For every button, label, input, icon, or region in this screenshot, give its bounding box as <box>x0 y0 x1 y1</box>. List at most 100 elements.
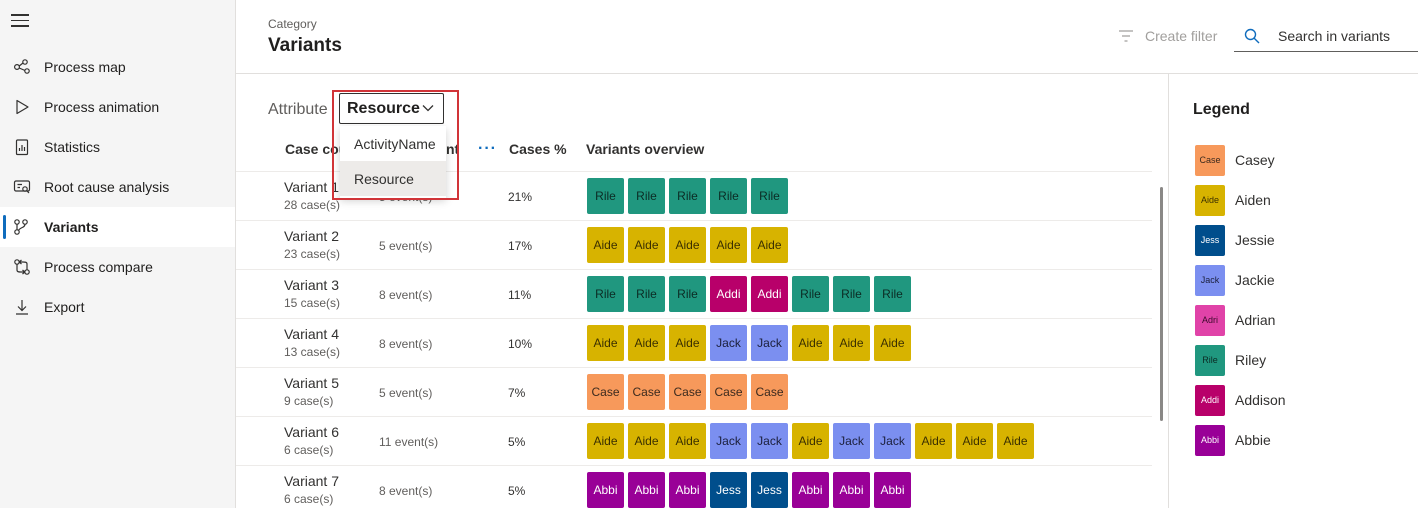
cases-percent: 7% <box>508 386 526 400</box>
resource-chip: Aide <box>628 325 665 361</box>
resource-chip: Jack <box>710 325 747 361</box>
legend-name: Abbie <box>1235 432 1271 448</box>
legend-swatch: Rile <box>1195 344 1225 376</box>
variant-sequence: Aide Aide Aide Jack Jack Aide Jack Jack Aide Aide… <box>587 423 1038 459</box>
resource-chip: Abbi <box>792 472 829 508</box>
case-count: 6 case(s) <box>284 492 334 506</box>
resource-chip: Addi <box>710 276 747 312</box>
statistics-icon <box>12 137 32 157</box>
sidebar-item-variants[interactable]: Variants <box>0 207 235 247</box>
legend-swatch: Jack <box>1195 264 1225 296</box>
resource-chip: Case <box>669 374 706 410</box>
resource-chip: Aide <box>669 227 706 263</box>
filter-icon <box>1119 30 1133 42</box>
cases-percent: 21% <box>508 190 533 204</box>
resource-chip: Jess <box>751 472 788 508</box>
cases-percent: 11% <box>508 288 532 302</box>
sidebar-item-process-animation[interactable]: Process animation <box>0 87 235 127</box>
resource-chip: Aide <box>956 423 993 459</box>
dropdown-option-activityname[interactable]: ActivityName <box>354 135 436 152</box>
variants-table-body: Variant 128 case(s)5 event(s)21%RileRile… <box>236 171 1152 514</box>
legend-item: Rile Riley <box>1195 340 1286 380</box>
variant-sequence: Abbi Abbi Abbi Jess Jess Abbi Abbi Abbi <box>587 472 915 508</box>
resource-chip: Jack <box>833 423 870 459</box>
resource-chip: Case <box>710 374 747 410</box>
variant-sequence: Aide Aide Aide Aide Aide <box>587 227 792 263</box>
search-box[interactable] <box>1234 20 1418 52</box>
sidebar-item-process-map[interactable]: Process map <box>0 47 235 87</box>
resource-chip: Aide <box>792 423 829 459</box>
dropdown-option-resource[interactable]: Resource <box>340 161 446 196</box>
variant-name: Variant 6 <box>284 424 339 440</box>
table-row[interactable]: Variant 2 23 case(s) 5 event(s) 17% Aide Aide… <box>236 220 1152 269</box>
event-count: 11 event(s) <box>379 435 439 449</box>
resource-chip: Aide <box>874 325 911 361</box>
variant-name: Variant 2 <box>284 228 339 244</box>
case-count: 6 case(s) <box>284 443 334 457</box>
vertical-scrollbar[interactable] <box>1160 187 1163 421</box>
resource-chip: Rile <box>710 178 747 214</box>
resource-chip: Aide <box>628 227 665 263</box>
resource-chip: Abbi <box>628 472 665 508</box>
legend-list: Case Casey Aide Aiden Jess Jessie Jack Jackie Ad… <box>1195 140 1286 460</box>
resource-chip: Aide <box>587 227 624 263</box>
legend-panel: Legend Case Casey Aide Aiden Jess Jessie Jack J… <box>1168 74 1418 508</box>
cases-percent: 10% <box>508 337 533 351</box>
variant-name: Variant 1 <box>284 179 339 195</box>
resource-chip: Rile <box>587 276 624 312</box>
attribute-select[interactable]: Resource <box>339 93 444 124</box>
legend-swatch: Adri <box>1195 304 1225 336</box>
legend-swatch: Aide <box>1195 184 1225 216</box>
legend-item: Addi Addison <box>1195 380 1286 420</box>
table-row[interactable]: Variant 4 13 case(s) 8 event(s) 10% Aide Aide… <box>236 318 1152 367</box>
event-count: 8 event(s) <box>379 288 433 302</box>
resource-chip: Rile <box>669 178 706 214</box>
more-options-icon[interactable]: ··· <box>478 140 497 157</box>
resource-chip: Jack <box>874 423 911 459</box>
resource-chip: Rile <box>628 178 665 214</box>
legend-name: Casey <box>1235 152 1275 168</box>
sidebar-item-process-compare[interactable]: Process compare <box>0 247 235 287</box>
page-title: Variants <box>268 35 342 56</box>
sidebar-item-label: Process compare <box>44 259 153 275</box>
resource-chip: Abbi <box>833 472 870 508</box>
sidebar-item-export[interactable]: Export <box>0 287 235 327</box>
page-category: Category <box>268 17 317 31</box>
legend-name: Aiden <box>1235 192 1271 208</box>
sidebar-item-statistics[interactable]: Statistics <box>0 127 235 167</box>
hamburger-menu-icon[interactable] <box>11 14 29 28</box>
page-header: Category Variants Create filter <box>236 0 1418 74</box>
column-header-cases-pct[interactable]: Cases % <box>509 141 567 157</box>
resource-chip: Case <box>587 374 624 410</box>
event-count: 8 event(s) <box>379 484 433 498</box>
column-header-variants-overview[interactable]: Variants overview <box>586 141 705 157</box>
legend-swatch: Addi <box>1195 384 1225 416</box>
search-input[interactable] <box>1278 27 1408 44</box>
resource-chip: Rile <box>587 178 624 214</box>
resource-chip: Aide <box>792 325 829 361</box>
export-icon <box>12 297 32 317</box>
sidebar-item-label: Statistics <box>44 139 101 155</box>
resource-chip: Aide <box>915 423 952 459</box>
sidebar-item-label: Process map <box>44 59 126 75</box>
legend-item: Case Casey <box>1195 140 1286 180</box>
resource-chip: Rile <box>874 276 911 312</box>
resource-chip: Aide <box>587 325 624 361</box>
event-count: 5 event(s) <box>379 239 433 253</box>
legend-name: Jessie <box>1235 232 1275 248</box>
legend-item: Abbi Abbie <box>1195 420 1286 460</box>
resource-chip: Aide <box>833 325 870 361</box>
sidebar-item-label: Process animation <box>44 99 160 115</box>
resource-chip: Rile <box>792 276 829 312</box>
sidebar-item-root-cause-analysis[interactable]: Root cause analysis <box>0 167 235 207</box>
column-header-event-count[interactable]: nt <box>446 141 460 157</box>
sidebar-item-label: Root cause analysis <box>44 179 170 195</box>
create-filter-button[interactable]: Create filter <box>1118 28 1217 44</box>
search-icon <box>1244 28 1260 43</box>
variant-name: Variant 5 <box>284 375 339 391</box>
table-row[interactable]: Variant 3 15 case(s) 8 event(s) 11% Rile Rile… <box>236 269 1152 318</box>
column-header-case-count[interactable]: Case cou <box>285 141 348 157</box>
